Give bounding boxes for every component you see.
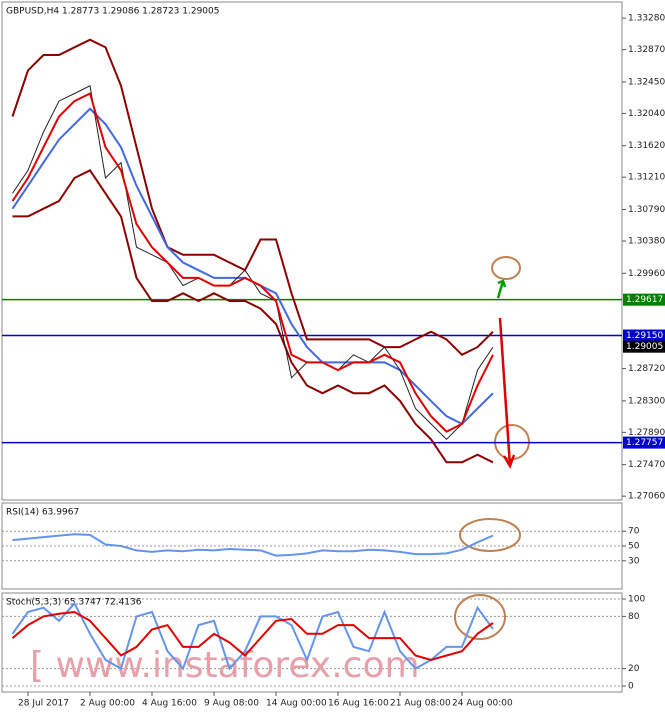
series-line	[12, 169, 494, 464]
x-tick-label: 16 Aug 16:00	[328, 699, 389, 709]
level-label-box	[623, 436, 665, 449]
arrow-down	[498, 317, 516, 469]
panel-title: Stoch(5,3,3) 65.3747 72.4136	[6, 598, 142, 608]
y-tick-label: 30	[628, 556, 640, 566]
x-tick-label: 9 Aug 08:00	[204, 699, 259, 709]
y-tick-label: 1.30380	[628, 237, 665, 247]
level-label: 1.29005	[626, 342, 663, 352]
series-line	[11, 601, 494, 671]
circle-annotation	[454, 594, 506, 640]
y-tick-label: 1.27470	[628, 460, 665, 470]
y-tick-label: 100	[628, 595, 645, 605]
level-label-box	[623, 340, 665, 353]
level-label: 1.29150	[626, 331, 663, 341]
y-tick-label: 1.29960	[628, 269, 665, 279]
y-tick-label: 1.33280	[628, 14, 665, 24]
level-label-box	[623, 293, 665, 306]
level-label-box	[623, 329, 665, 342]
level-label: 1.27757	[626, 438, 663, 448]
series-line	[11, 92, 494, 433]
y-tick-label: 1.32450	[628, 77, 665, 87]
y-tick-label: 1.32870	[628, 45, 665, 55]
x-tick-label: 24 Aug 00:00	[452, 699, 513, 709]
y-tick-label: 1.31210	[628, 173, 665, 183]
series-line	[11, 38, 494, 357]
y-tick-label: 1.31620	[628, 141, 665, 151]
x-tick-label: 2 Aug 00:00	[80, 699, 135, 709]
y-tick-label: 1.30790	[628, 205, 665, 215]
series-line	[12, 533, 494, 557]
x-tick-label: 21 Aug 08:00	[390, 699, 451, 709]
y-tick-label: 80	[628, 612, 640, 622]
y-tick-label: 1.27890	[628, 428, 665, 438]
series-line	[11, 610, 494, 661]
panel-title: RSI(14) 63.9967	[6, 508, 79, 518]
y-tick-label: 1.27060	[628, 492, 665, 502]
level-label: 1.29617	[626, 295, 663, 305]
y-tick-label: 1.32040	[628, 109, 665, 119]
y-tick-label: 20	[628, 664, 640, 674]
arrow-up	[496, 279, 507, 299]
panel-title: GBPUSD,H4 1.28773 1.29086 1.28723 1.2900…	[6, 7, 219, 17]
y-tick-label: 1.28300	[628, 396, 665, 406]
circle-annotation	[459, 518, 521, 552]
x-tick-label: 14 Aug 00:00	[266, 699, 327, 709]
y-tick-label: 70	[628, 527, 640, 537]
y-tick-label: 50	[628, 542, 640, 552]
circle-annotation	[491, 256, 521, 280]
x-tick-label: 28 Jul 2017	[18, 699, 69, 709]
y-tick-label: 0	[628, 682, 634, 692]
x-tick-label: 4 Aug 16:00	[142, 699, 197, 709]
y-tick-label: 1.28720	[628, 364, 665, 374]
